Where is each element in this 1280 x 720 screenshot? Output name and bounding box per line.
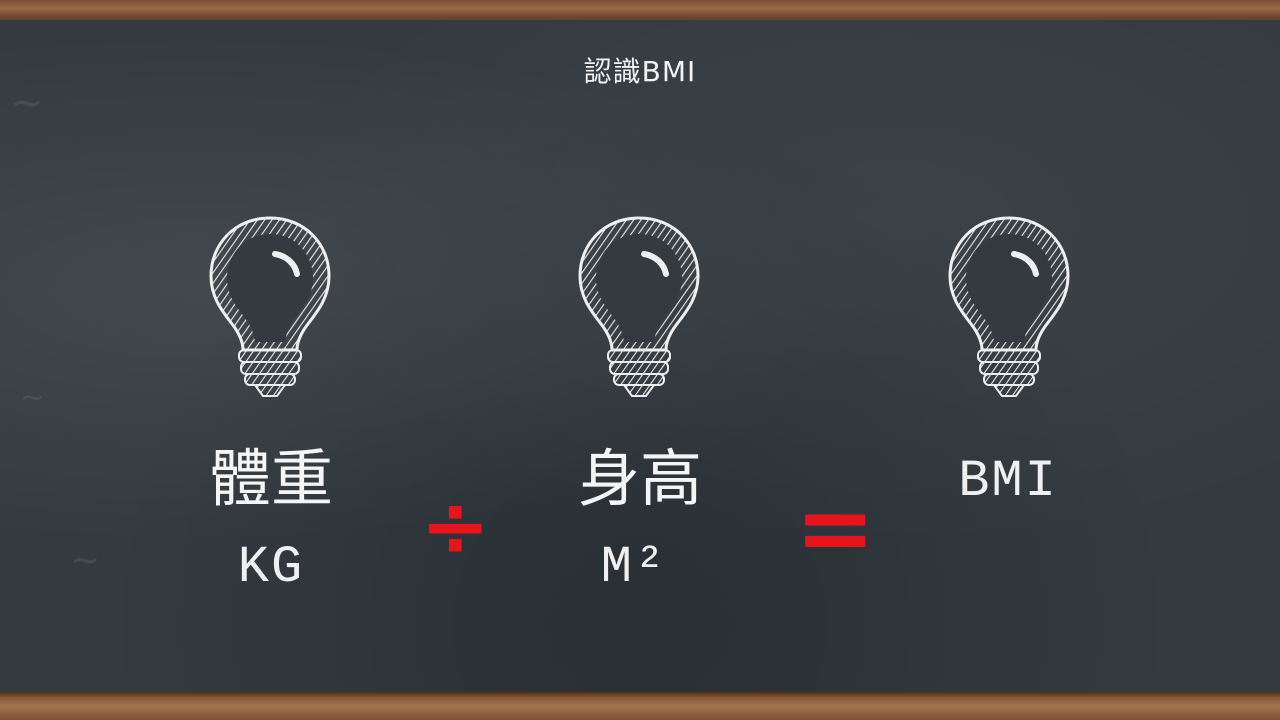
height-label: 身高 <box>577 442 702 515</box>
weight-label: 體重 <box>208 442 333 515</box>
equals-sign: = <box>795 472 876 584</box>
weight-unit: KG <box>237 538 305 597</box>
chalk-tray <box>0 692 1280 720</box>
divide-sign: ÷ <box>420 477 491 575</box>
chalk-smudge: ~ <box>20 380 46 415</box>
lightbulb-icon <box>205 210 335 400</box>
height-unit: M² <box>600 538 668 597</box>
chalk-smudge: ~ <box>70 540 101 581</box>
lightbulb-icon <box>574 210 704 400</box>
bmi-result-label: BMI <box>958 452 1058 511</box>
lightbulb-icon <box>944 210 1074 400</box>
slide-title: 認識BMI <box>583 55 697 88</box>
